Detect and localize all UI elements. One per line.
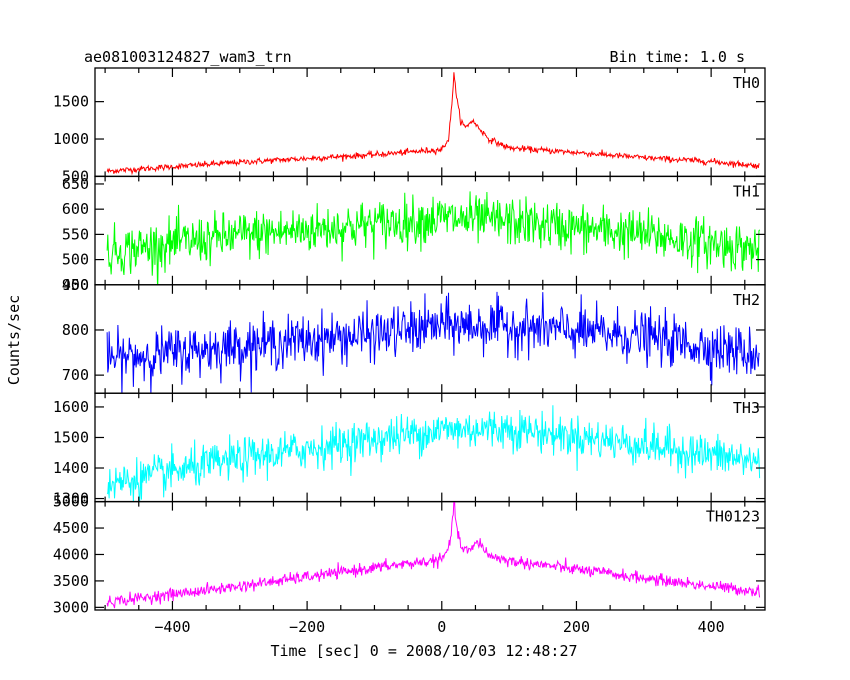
series-line-th0123 [106, 501, 761, 609]
panel-label: TH0123 [706, 508, 760, 526]
panel-th3: 1300 1400 1500 1600 TH3 [53, 392, 766, 508]
x-axis-label: Time [sec] 0 = 2008/10/03 12:48:27 [270, 642, 577, 660]
panel-label: TH0 [733, 74, 760, 92]
y-tick-label: 1300 [53, 490, 89, 508]
y-tick-label: 800 [62, 321, 89, 339]
y-tick-label: 1400 [53, 459, 89, 477]
y-tick-label: 1000 [53, 130, 89, 148]
x-tick-label: −400 [154, 618, 190, 636]
panel-label: TH3 [733, 399, 760, 417]
y-tick-label: 550 [62, 225, 89, 243]
y-axis-label: Counts/sec [5, 295, 23, 385]
series-line-th3 [106, 405, 761, 502]
x-tick-label: 0 [437, 618, 446, 636]
y-tick-label: 700 [62, 366, 89, 384]
x-tick-label: 200 [563, 618, 590, 636]
y-tick-label: 3000 [53, 598, 89, 616]
panel-th0: 500 1000 1500 TH0 [53, 67, 766, 185]
y-tick-label: 500 [62, 167, 89, 185]
panel-label: TH2 [733, 291, 760, 309]
chart-title: ae081003124827_wam3_trn [84, 48, 292, 66]
panel-frame [94, 500, 766, 611]
bin-time-label: Bin time: 1.0 s [610, 48, 745, 66]
panel-th1: 450 500 550 600 650 TH1 [62, 175, 766, 294]
panel-th0123: 3000 3500 4000 4500 5000 TH0123 [53, 493, 766, 616]
series-line-th2 [106, 291, 760, 394]
y-tick-label: 3500 [53, 572, 89, 590]
y-tick-label: 1500 [53, 428, 89, 446]
y-tick-label: 600 [62, 200, 89, 218]
x-tick-label: 400 [698, 618, 725, 636]
panel-label: TH1 [733, 182, 760, 200]
y-tick-label: 4500 [53, 519, 89, 537]
x-tick-label: −200 [289, 618, 325, 636]
y-tick-label: 5000 [53, 493, 89, 511]
panel-th2: 700 800 900 TH2 [62, 276, 766, 394]
y-tick-label: 450 [62, 276, 89, 294]
series-line-th1 [106, 191, 761, 285]
y-tick-label: 900 [62, 276, 89, 294]
y-tick-label: 1600 [53, 398, 89, 416]
panels-group: 500 1000 1500 TH0 450 500 550 600 650 TH1 700 800 90… [53, 67, 766, 636]
series-line-th0 [106, 72, 760, 176]
y-tick-label: 1500 [53, 93, 89, 111]
panel-frame [94, 67, 766, 178]
y-tick-label: 650 [62, 175, 89, 193]
y-tick-label: 4000 [53, 545, 89, 563]
y-tick-label: 500 [62, 251, 89, 269]
